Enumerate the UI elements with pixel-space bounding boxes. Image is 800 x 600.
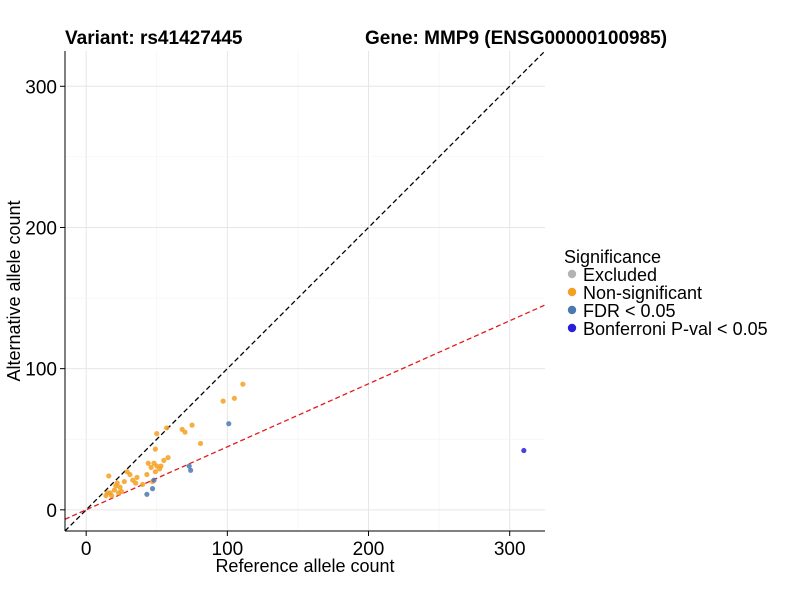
y-tick-label: 0 [46,501,57,522]
data-point-fdr-0-05 [144,491,150,497]
y-ticks: 0 100 200 300 [25,77,65,522]
data-point-non-significant [220,398,226,404]
data-point-non-significant [148,464,154,471]
x-tick-label: 200 [353,539,385,560]
data-point-non-significant [197,440,204,447]
axes [64,51,545,532]
chart-title-gene: Gene: MMP9 (ENSG00000100985) [365,28,667,49]
x-tick-label: 100 [212,539,244,560]
y-tick-label: 300 [25,77,57,98]
data-point-fdr-0-05 [188,467,194,473]
reference-line-fitted-ratio [64,304,546,520]
legend-key-non-significant [567,287,577,297]
data-point-non-significant [154,430,160,437]
legend-key-excluded [567,269,577,279]
data-point-non-significant [145,460,151,466]
data-point-non-significant [127,471,133,478]
data-point-non-significant [158,463,164,469]
data-point-fdr-0-05 [151,477,157,483]
data-point-non-significant [118,488,125,495]
legend-label-bonferroni-p-val-0-05: Bonferroni P-val < 0.05 [583,319,768,339]
y-tick-label: 100 [25,360,57,381]
data-point-non-significant [152,446,158,452]
data-point-non-significant [231,395,238,401]
data-point-bonferroni-p-val-0-05 [521,447,527,454]
legend-label-non-significant: Non-significant [583,283,702,303]
data-point-fdr-0-05 [186,463,192,469]
data-point-non-significant [144,471,150,478]
data-point-fdr-0-05 [149,486,156,492]
data-point-non-significant [106,473,112,479]
legend-key-bonferroni-p-val-0-05 [567,323,577,333]
data-point-non-significant [161,457,167,464]
y-tick-label: 200 [25,218,57,239]
data-point-non-significant [140,481,146,488]
x-tick-label: 300 [494,539,526,560]
data-point-non-significant [165,454,171,461]
legend-label-fdr-0-05: FDR < 0.05 [583,301,676,321]
reference-lines [64,50,546,532]
legend-label-excluded: Excluded [583,265,657,285]
reference-line-identity [64,50,546,532]
data-points [103,381,527,499]
y-axis-title: Alternative allele count [4,200,24,381]
chart-title-variant: Variant: rs41427445 [65,28,243,49]
gridlines [65,51,545,531]
data-point-non-significant [182,429,188,435]
x-ticks: 0 100 200 300 [81,531,526,560]
legend-key-fdr-0-05 [567,305,577,315]
data-point-non-significant [121,478,127,485]
data-point-non-significant [189,422,195,428]
x-axis-title: Reference allele count [215,556,394,576]
data-point-non-significant [240,381,246,387]
legend-title: Significance [564,247,661,267]
data-point-non-significant [117,484,123,490]
data-point-non-significant [164,425,170,431]
data-point-fdr-0-05 [226,421,232,427]
data-point-non-significant [152,469,158,475]
data-point-non-significant [132,480,139,486]
data-point-non-significant [114,480,120,486]
data-point-non-significant [134,474,140,480]
x-tick-label: 0 [81,539,92,560]
data-point-non-significant [111,487,118,493]
legend: Significance ExcludedNon-significantFDR … [564,247,768,339]
data-point-non-significant [108,493,115,499]
